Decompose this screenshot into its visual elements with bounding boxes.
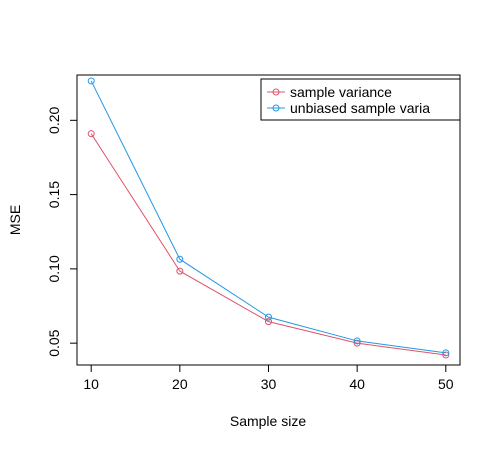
data-point: [353, 337, 361, 345]
data-point: [176, 267, 184, 275]
y-tick-label: 0.05: [46, 329, 62, 356]
x-axis: 10 20 30 40 50: [83, 364, 454, 392]
legend-label: unbiased sample varia: [290, 100, 430, 116]
legend-marker: [272, 104, 280, 112]
x-tick-label: 10: [83, 376, 99, 392]
series-1: [87, 77, 450, 357]
x-tick-label: 20: [172, 376, 188, 392]
y-tick-label: 0.10: [46, 255, 62, 282]
data-point: [442, 351, 450, 359]
legend-box: [260, 78, 461, 121]
data-point: [353, 339, 361, 347]
series-line: [90, 80, 446, 354]
y-axis-title: MSE: [7, 205, 23, 235]
legend-entry: unbiased sample varia: [267, 100, 430, 116]
series-layer: [87, 77, 450, 359]
x-tick-label: 30: [261, 376, 277, 392]
y-tick-label: 0.15: [46, 181, 62, 208]
data-point: [176, 255, 184, 263]
x-tick-label: 50: [438, 376, 454, 392]
legend-label: sample variance: [290, 84, 392, 100]
legend-entry: sample variance: [267, 84, 392, 100]
data-point: [87, 77, 95, 85]
y-axis: 0.05 0.10 0.15 0.20: [46, 106, 78, 357]
series-0: [87, 130, 450, 359]
data-point: [265, 313, 272, 321]
data-point: [87, 130, 95, 138]
legend-marker: [272, 88, 280, 96]
y-tick-label: 0.20: [46, 106, 62, 133]
x-axis-title: Sample size: [230, 413, 306, 429]
x-tick-label: 40: [349, 376, 365, 392]
series-line: [90, 133, 446, 356]
data-point: [265, 318, 272, 326]
data-point: [442, 349, 450, 357]
